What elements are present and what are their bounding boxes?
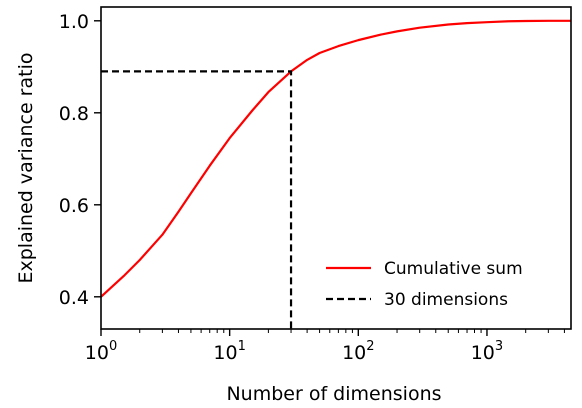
y-axis-label: Explained variance ratio [15, 53, 37, 284]
x-tick-label: 102 [342, 339, 374, 364]
legend-label-cumulative-sum: Cumulative sum [384, 259, 523, 279]
legend-label-30-dimensions: 30 dimensions [384, 290, 508, 310]
x-axis-label: Number of dimensions [226, 383, 441, 405]
series-layer [100, 19, 571, 329]
x-tick-label: 100 [85, 339, 117, 364]
y-tick-label: 0.6 [59, 195, 89, 217]
y-tick-label: 1.0 [59, 11, 89, 33]
x-tick-label: 103 [471, 339, 503, 364]
ticks-layer: 100 101 102 103 0.4 0.6 0.8 1.0 [59, 11, 565, 364]
legend: Cumulative sum 30 dimensions [326, 259, 523, 310]
y-tick-label: 0.8 [59, 103, 89, 125]
series-line-cumulative-sum [100, 19, 571, 298]
series-line-30-dimensions [101, 70, 293, 329]
y-tick-label: 0.4 [59, 287, 89, 309]
x-tick-label: 101 [213, 339, 245, 364]
plot-frame [100, 6, 572, 330]
